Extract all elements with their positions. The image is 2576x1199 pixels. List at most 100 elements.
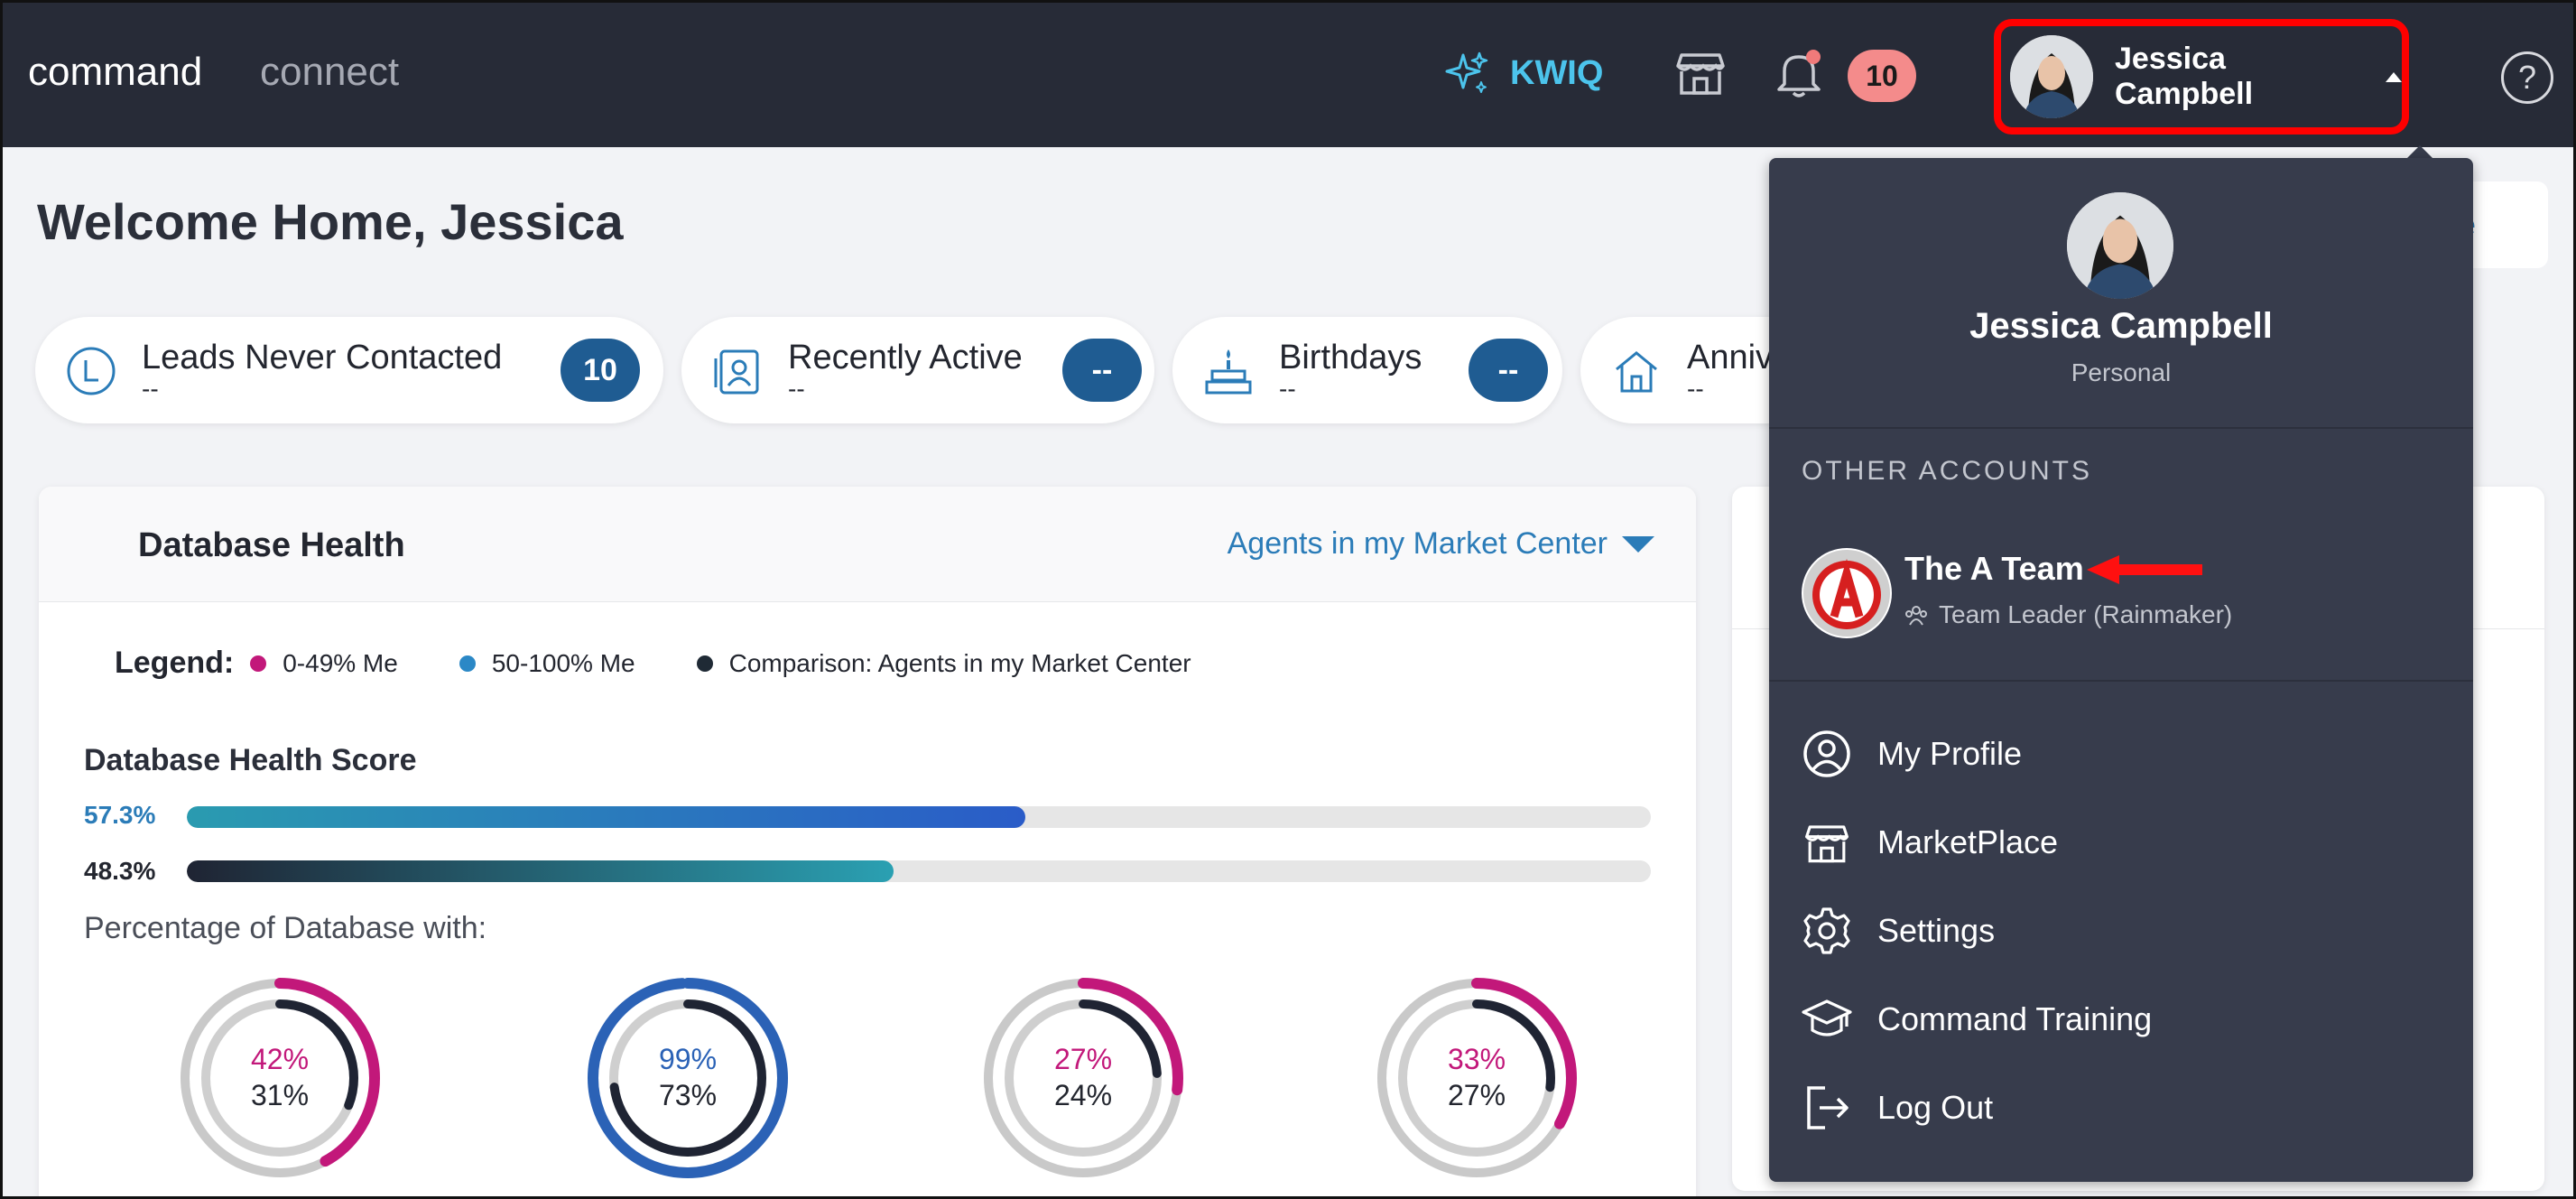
legend-label: Comparison: Agents in my Market Center: [728, 648, 1191, 677]
page-title: Welcome Home, Jessica: [37, 193, 624, 250]
pill-subtitle: --: [1279, 375, 1296, 403]
donut-me-value: 99%: [658, 1043, 718, 1075]
score-bar-track-comparison: [187, 860, 1651, 882]
donut-chart: 27% 24%: [979, 974, 1187, 1182]
nav-connect[interactable]: connect: [260, 50, 400, 94]
sparkle-icon: [1445, 51, 1488, 93]
team-icon: [1905, 606, 1927, 626]
notifications-button[interactable]: [1772, 46, 1826, 105]
store-icon: [1802, 817, 1852, 868]
menu-item-my-profile[interactable]: My Profile: [1802, 727, 2022, 781]
pill-subtitle: --: [142, 375, 159, 403]
legend-item: Comparison: Agents in my Market Center: [696, 648, 1191, 678]
dropdown-user-name: Jessica Campbell: [1969, 306, 2273, 346]
top-navigation-bar: command connect KWIQ: [3, 3, 2573, 147]
contact-card-icon: [714, 349, 759, 395]
donut-me-value: 27%: [1053, 1043, 1113, 1075]
legend-item: 0-49% Me: [250, 649, 398, 678]
user-photo-icon: [2067, 192, 2173, 299]
donut-me-arc: [180, 978, 380, 1178]
donut-comparison-value: 31%: [250, 1079, 310, 1111]
donut-comparison-arc: [201, 999, 358, 1157]
user-circle-icon: [1802, 729, 1852, 779]
clock-letter-icon: [67, 347, 116, 395]
score-bar-fill-comparison: [187, 860, 894, 882]
house-icon: [1616, 351, 1657, 393]
menu-item-label: Log Out: [1877, 1089, 1994, 1126]
score-bar-label-comparison: 48.3%: [84, 857, 156, 885]
donut-chart: 99% 73%: [584, 974, 792, 1182]
other-accounts-heading: OTHER ACCOUNTS: [1802, 456, 2093, 486]
dropdown-user-role: Personal: [2071, 358, 2172, 386]
pill-leads-never-contacted[interactable]: Leads Never Contacted -- 10: [35, 317, 663, 423]
donut-comparison-value: 27%: [1447, 1079, 1506, 1111]
donut-ring: [180, 978, 380, 1178]
pill-birthdays[interactable]: Birthdays -- --: [1172, 317, 1562, 423]
marketplace-nav-button[interactable]: [1674, 46, 1727, 103]
dropdown-avatar: [2067, 192, 2173, 299]
menu-item-settings[interactable]: Settings: [1802, 904, 1995, 958]
pill-count-badge: --: [1062, 339, 1142, 402]
pill-subtitle: --: [788, 375, 805, 403]
divider: [1769, 680, 2473, 682]
menu-item-command-training[interactable]: Command Training: [1802, 992, 2152, 1046]
store-icon: [1676, 53, 1725, 95]
legend-label: 50-100% Me: [491, 648, 635, 677]
team-logo[interactable]: [1802, 548, 1892, 638]
donut-me-value: 42%: [250, 1043, 310, 1075]
donut-comparison-arc: [609, 999, 766, 1157]
filter-label: Agents in my Market Center: [1227, 526, 1608, 561]
notification-count-badge[interactable]: 10: [1848, 50, 1916, 102]
legend-dot-icon: [250, 655, 267, 672]
help-button[interactable]: ?: [2501, 51, 2553, 104]
account-role-label: Team Leader (Rainmaker): [1939, 600, 2233, 628]
chevron-down-icon: [1622, 535, 1654, 553]
bell-icon: [1777, 50, 1821, 98]
legend-dot-icon: [696, 655, 713, 672]
user-dropdown-menu: Jessica Campbell Personal OTHER ACCOUNTS…: [1769, 158, 2473, 1182]
menu-item-label: MarketPlace: [1877, 823, 2059, 860]
score-bar-label-me: 57.3%: [84, 801, 156, 829]
donut-ring: [983, 978, 1183, 1178]
dropdown-notch: [2405, 145, 2434, 160]
database-health-card: Database Health Agents in my Market Cent…: [39, 487, 1696, 1196]
donut-comparison-arc: [1398, 999, 1555, 1157]
legend: Legend: 0-49% Me 50-100% Me Comparison: …: [115, 646, 1253, 681]
pill-title: Anniv: [1687, 339, 1774, 376]
account-the-a-team[interactable]: The A Team: [1904, 550, 2084, 587]
donut-comparison-value: 73%: [658, 1079, 718, 1111]
caret-up-icon: [2386, 71, 2402, 82]
card-title: Database Health: [138, 526, 405, 564]
avatar: [2010, 35, 2093, 118]
pill-recently-active[interactable]: Recently Active -- --: [681, 317, 1154, 423]
donut-me-arc: [588, 978, 788, 1178]
menu-item-log-out[interactable]: Log Out: [1802, 1081, 1993, 1135]
donut-me-arc: [983, 978, 1183, 1178]
pill-count-badge: 10: [561, 339, 640, 402]
score-bar-track-me: [187, 806, 1651, 828]
kwiq-button[interactable]: KWIQ: [1443, 50, 1603, 97]
donut-chart: 33% 27%: [1373, 974, 1580, 1182]
menu-item-label: My Profile: [1877, 735, 2023, 772]
nav-command[interactable]: command: [28, 50, 203, 94]
gear-icon: [1802, 906, 1852, 956]
cake-icon: [1205, 349, 1252, 395]
donut-me-arc: [1376, 978, 1577, 1178]
percentage-title: Percentage of Database with:: [84, 911, 487, 945]
menu-item-label: Command Training: [1877, 1000, 2153, 1037]
annotation-arrow-icon: [2087, 555, 2202, 584]
legend-title: Legend:: [115, 646, 235, 680]
logout-icon: [1802, 1083, 1852, 1133]
menu-item-marketplace[interactable]: MarketPlace: [1802, 815, 2058, 869]
user-menu-button[interactable]: Jessica Campbell: [1994, 19, 2409, 135]
donut-comparison-value: 24%: [1053, 1079, 1113, 1111]
card-header: Database Health Agents in my Market Cent…: [39, 487, 1696, 602]
comparison-filter-dropdown[interactable]: Agents in my Market Center: [1228, 526, 1654, 562]
donut-ring: [1376, 978, 1577, 1178]
user-photo-icon: [2010, 35, 2093, 118]
graduation-cap-icon: [1802, 994, 1852, 1045]
pill-title: Birthdays: [1279, 339, 1422, 376]
divider: [1769, 427, 2473, 429]
team-logo-icon: [1803, 550, 1890, 637]
